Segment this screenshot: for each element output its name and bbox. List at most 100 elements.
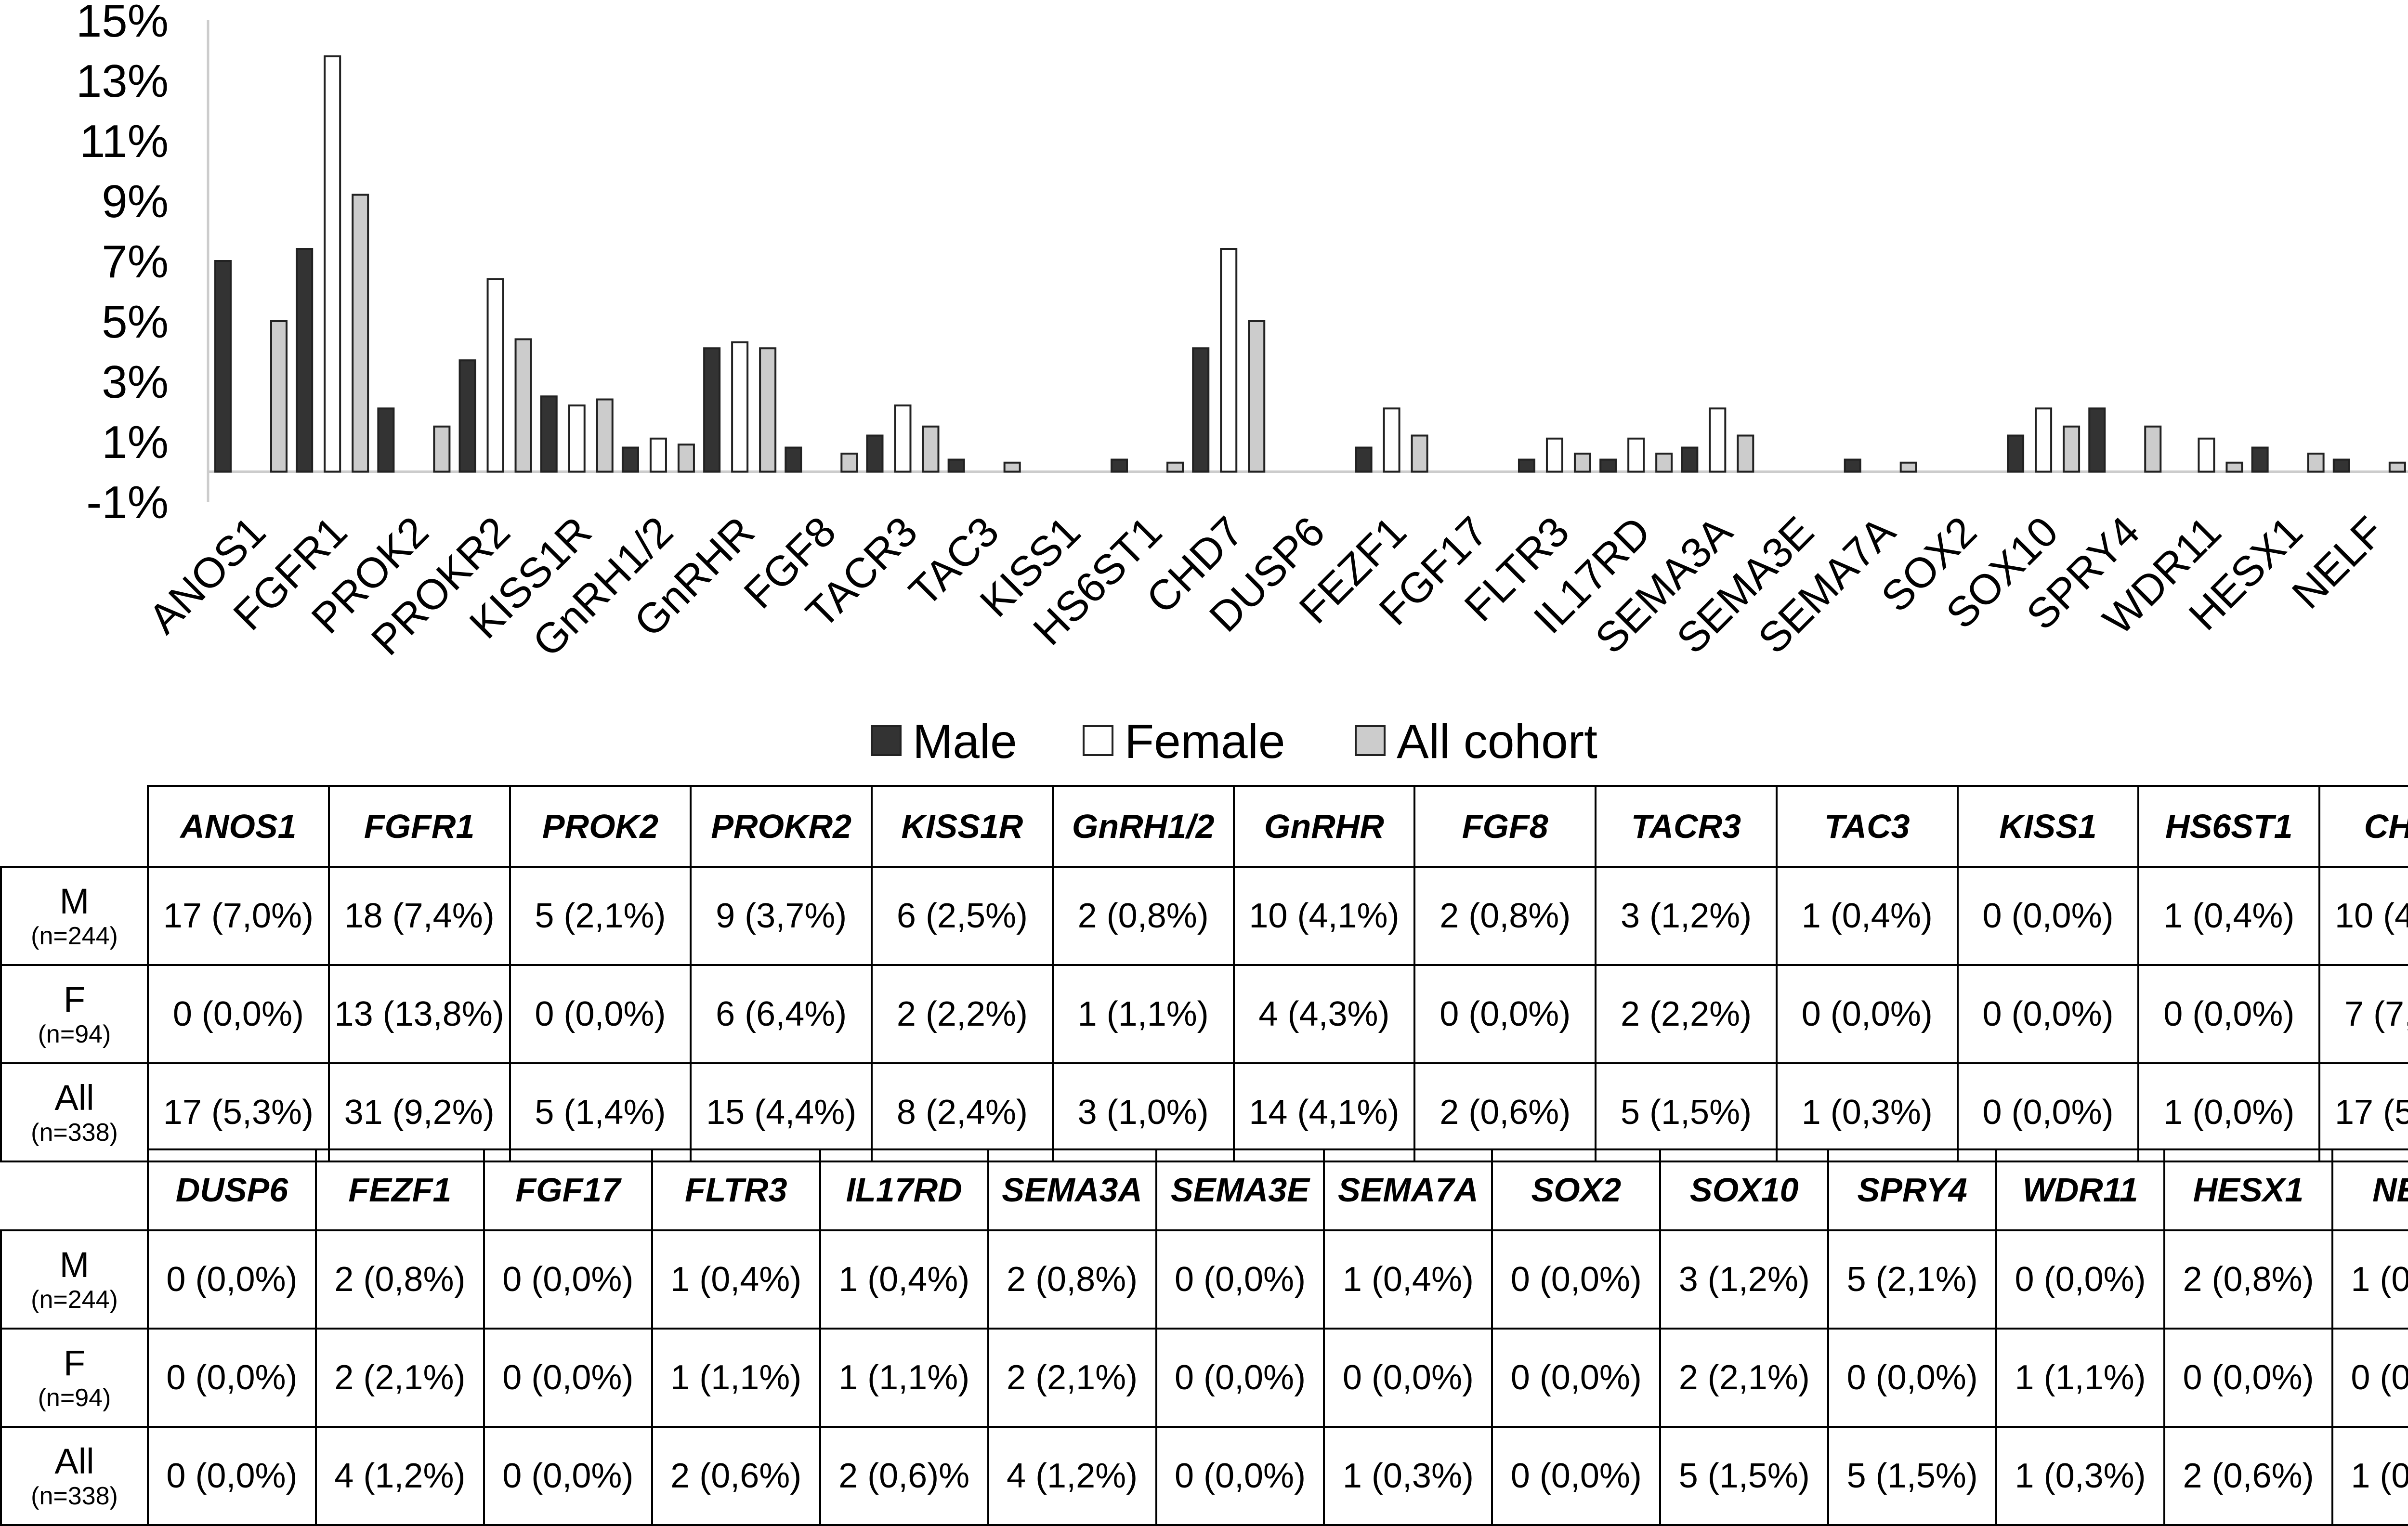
bar-male bbox=[703, 347, 721, 473]
table-row: F (n=94) 0 (0,0%) 2 (2,1%) 0 (0,0%) 1 (1,1%) 1… bbox=[0, 1328, 2408, 1428]
bar-female bbox=[731, 341, 749, 473]
bar-male bbox=[947, 458, 965, 473]
gene-table-1: ANOS1 FGFR1 PROK2 PROKR2 KISS1R GnRH1/2 GnRHR F… bbox=[0, 785, 2408, 1162]
bar-all-cohort bbox=[2225, 461, 2243, 473]
legend-swatch bbox=[1355, 725, 1386, 756]
table-cell: 2 (2,1%) bbox=[987, 1328, 1157, 1428]
table-cell: 0 (0,0%) bbox=[483, 1426, 653, 1526]
table-cell: 2 (0,8%) bbox=[314, 1229, 485, 1330]
table-cell: 0 (0,0%) bbox=[2331, 1328, 2408, 1428]
gene-header: TAC3 bbox=[1775, 785, 1959, 868]
table-cell: 2 (0,6)% bbox=[819, 1426, 989, 1526]
bar-all-cohort bbox=[1003, 461, 1021, 473]
table-cell: 14 (4,1%) bbox=[1232, 1062, 1416, 1162]
bar-female bbox=[1220, 248, 1238, 473]
bar-all-cohort bbox=[2144, 425, 2162, 473]
y-tick-label: 13% bbox=[76, 55, 169, 107]
gene-header: SEMA3A bbox=[987, 1148, 1157, 1231]
gene-header: KISS1R bbox=[871, 785, 1054, 868]
gene-header: FGFR1 bbox=[327, 785, 511, 868]
table-cell: 0 (0,0%) bbox=[1155, 1426, 1325, 1526]
gene-header: SOX10 bbox=[1659, 1148, 1830, 1231]
bar-male bbox=[1355, 446, 1373, 473]
gene-frequency-bar-chart: 15% 13% 11% 9% 7% 5% 3% 1% -1% ANOS1FGFR1PROK2PR… bbox=[76, 0, 2408, 769]
bar-male bbox=[1518, 458, 1535, 473]
y-tick-label: -1% bbox=[86, 477, 169, 528]
table-cell: 4 (1,2%) bbox=[987, 1426, 1157, 1526]
legend-swatch bbox=[1083, 725, 1113, 756]
row-label: All (n=338) bbox=[0, 1062, 149, 1162]
bar-all-cohort bbox=[2388, 461, 2406, 473]
table-cell: 1 (0,3%) bbox=[1995, 1426, 2166, 1526]
table-cell: 1 (0,3%) bbox=[2331, 1426, 2408, 1526]
table-cell: 0 (0,0%) bbox=[1956, 1062, 2140, 1162]
table-cell: 1 (0,4%) bbox=[1323, 1229, 1493, 1330]
table-cell: 0 (0,0%) bbox=[1956, 964, 2140, 1064]
bar-male bbox=[296, 248, 314, 473]
bar-male bbox=[866, 434, 884, 473]
y-tick-label: 15% bbox=[76, 0, 169, 47]
row-label-group: M bbox=[59, 881, 90, 921]
row-label-count: (n=244) bbox=[31, 1286, 118, 1314]
table-cell: 0 (0,0%) bbox=[509, 964, 692, 1064]
gene-header: NELF bbox=[2331, 1148, 2408, 1231]
gene-header: CHD7 bbox=[2318, 785, 2408, 868]
legend-label: All cohort bbox=[1397, 715, 1597, 769]
bar-male bbox=[2251, 446, 2269, 473]
table-cell: 0 (0,0%) bbox=[1491, 1328, 1662, 1428]
table-cell: 1 (1,1%) bbox=[1051, 964, 1235, 1064]
bar-all-cohort bbox=[677, 443, 695, 473]
gene-header: FEZF1 bbox=[314, 1148, 485, 1231]
table-cell: 0 (0,0%) bbox=[483, 1229, 653, 1330]
bar-male bbox=[621, 446, 639, 473]
row-label: M (n=244) bbox=[0, 1229, 149, 1330]
legend-swatch bbox=[871, 725, 902, 756]
table-row: All (n=338) 17 (5,3%) 31 (9,2%) 5 (1,4%) 15 (… bbox=[0, 1062, 2408, 1162]
legend: Male Female All cohort bbox=[871, 715, 1597, 769]
bar-male bbox=[1681, 446, 1699, 473]
table-cell: 18 (7,4%) bbox=[327, 866, 511, 966]
table-cell: 5 (1,5%) bbox=[1659, 1426, 1830, 1526]
bar-all-cohort bbox=[840, 453, 858, 473]
bar-female bbox=[2035, 407, 2053, 473]
gene-header: WDR11 bbox=[1995, 1148, 2166, 1231]
bar-male bbox=[785, 446, 802, 473]
table-cell: 31 (9,2%) bbox=[327, 1062, 511, 1162]
gene-header: FLTR3 bbox=[651, 1148, 821, 1231]
gene-table-2: DUSP6 FEZF1 FGF17 FLTR3 IL17RD SEMA3A SEMA3E SE… bbox=[0, 1148, 2408, 1526]
row-label: M (n=244) bbox=[0, 866, 149, 966]
table-cell: 1 (0,0%) bbox=[2137, 1062, 2321, 1162]
table-cell: 0 (0,0%) bbox=[483, 1328, 653, 1428]
bar-all-cohort bbox=[759, 347, 777, 473]
table-cell: 2 (0,6%) bbox=[2163, 1426, 2333, 1526]
gene-header: TACR3 bbox=[1595, 785, 1778, 868]
row-label: F (n=94) bbox=[0, 1328, 149, 1428]
gene-header: IL17RD bbox=[819, 1148, 989, 1231]
row-label-group: F bbox=[63, 979, 86, 1019]
table-cell: 5 (1,5%) bbox=[1595, 1062, 1778, 1162]
bar-all-cohort bbox=[1899, 461, 1917, 473]
bar-all-cohort bbox=[1248, 320, 1266, 473]
bar-all-cohort bbox=[596, 398, 614, 473]
table-cell: 1 (0,4%) bbox=[1775, 866, 1959, 966]
bar-female bbox=[1545, 437, 1563, 473]
gene-header: SEMA7A bbox=[1323, 1148, 1493, 1231]
table-cell: 2 (0,6%) bbox=[651, 1426, 821, 1526]
bar-female bbox=[649, 437, 667, 473]
bar-all-cohort bbox=[2307, 453, 2325, 473]
row-label: F (n=94) bbox=[0, 964, 149, 1064]
table-row: M (n=244) 17 (7,0%) 18 (7,4%) 5 (2,1%) 9 (3,7… bbox=[0, 866, 2408, 966]
table-cell: 0 (0,0%) bbox=[147, 1229, 317, 1330]
row-label-count: (n=244) bbox=[31, 922, 118, 950]
table-row: All (n=338) 0 (0,0%) 4 (1,2%) 0 (0,0%) 2 (0,6… bbox=[0, 1426, 2408, 1526]
table-cell: 1 (0,4%) bbox=[819, 1229, 989, 1330]
row-label-group: All bbox=[54, 1078, 94, 1118]
bar-male bbox=[2007, 434, 2025, 473]
gene-header: FGF8 bbox=[1413, 785, 1597, 868]
table-cell: 3 (1,2%) bbox=[1659, 1229, 1830, 1330]
gene-header: SEMA3E bbox=[1155, 1148, 1325, 1231]
y-tick-label: 1% bbox=[102, 417, 169, 468]
row-label-count: (n=94) bbox=[38, 1020, 111, 1048]
table-cell: 17 (5,3%) bbox=[147, 1062, 330, 1162]
table-cell: 7 (7,4%) bbox=[2318, 964, 2408, 1064]
